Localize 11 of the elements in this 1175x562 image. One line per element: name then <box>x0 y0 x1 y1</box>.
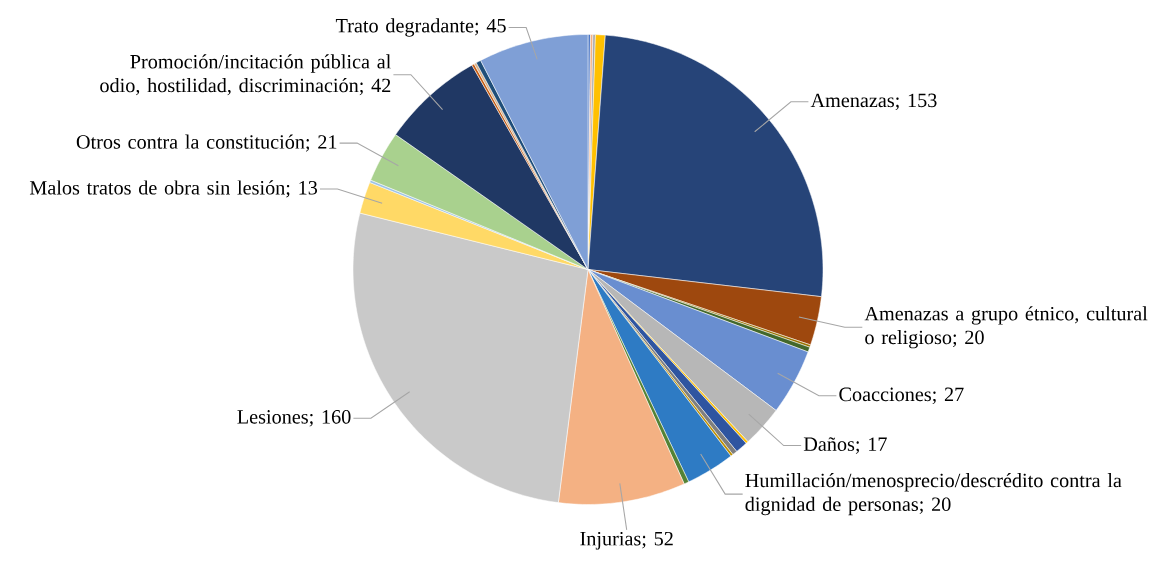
slice-label: Promoción/incitación pública al odio, hostilidad, discriminación; 42 <box>100 54 391 96</box>
slice-label: Lesiones; 160 <box>237 410 351 427</box>
slice-label: Humillación/menosprecio/descrédito contra la dignidad de personas; 20 <box>745 473 1122 516</box>
slice-label: Amenazas a grupo étnico, cultural o religioso; 20 <box>864 306 1148 349</box>
slice-label: Malos tratos de obra sin lesión; 13 <box>29 180 318 198</box>
slice-label: Amenazas; 153 <box>810 93 937 111</box>
slice-label: Coacciones; 27 <box>839 387 964 405</box>
slice-label: Daños; 17 <box>803 437 887 454</box>
slice-label: Injurias; 52 <box>580 531 673 550</box>
slice-label: Trato degradante; 45 <box>335 18 506 37</box>
slice-label: Otros contra la constitución; 21 <box>76 134 337 152</box>
